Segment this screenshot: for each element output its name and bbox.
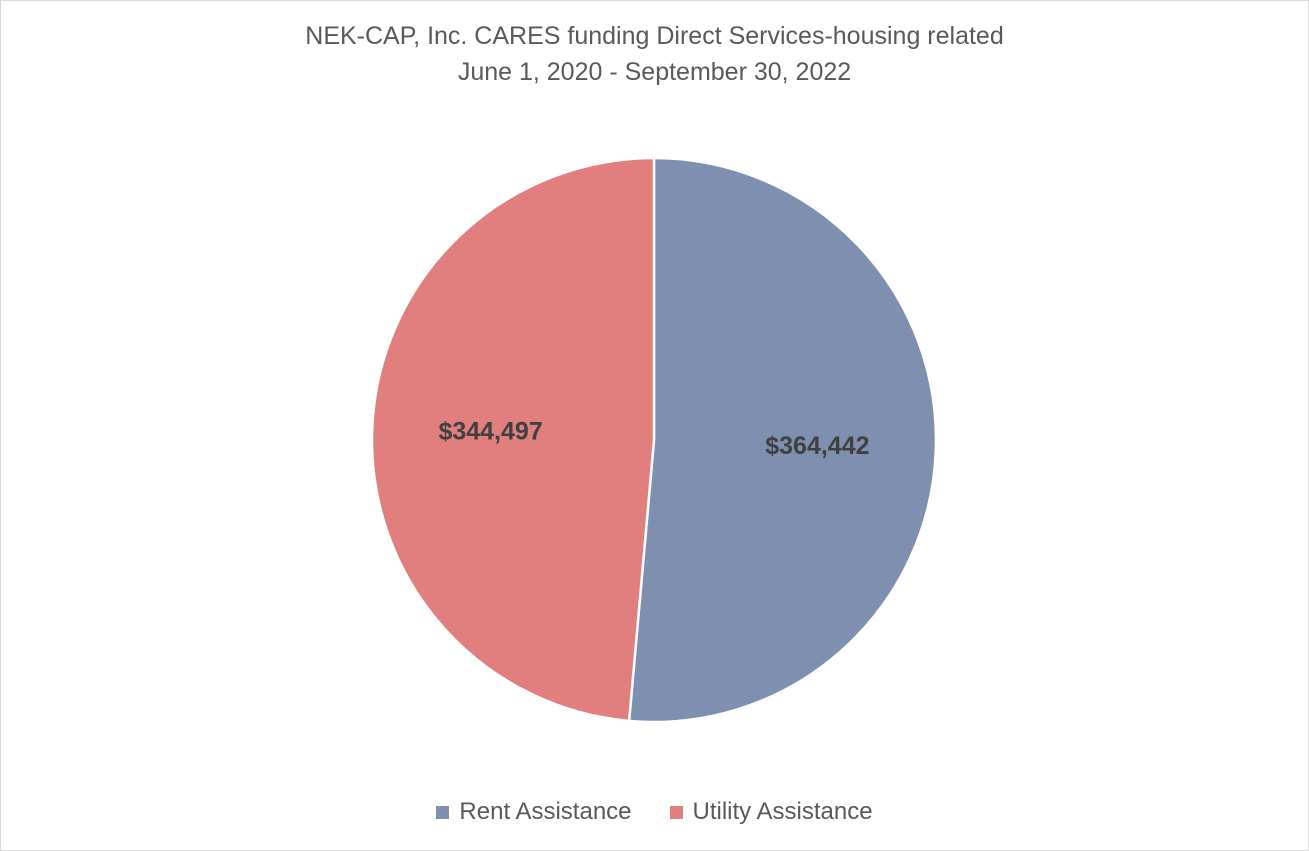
data-label-rent-assistance: $364,442	[765, 432, 869, 460]
pie-slice-rent-assistance	[627, 156, 938, 724]
legend-label-rent-assistance: Rent Assistance	[459, 798, 632, 825]
legend-item-utility-assistance: Utility Assistance	[669, 798, 873, 826]
legend-swatch-utility-assistance	[669, 805, 683, 819]
pie-slice-utility-assistance	[370, 156, 656, 723]
chart-title: NEK-CAP, Inc. CARES funding Direct Servi…	[305, 22, 1004, 50]
data-label-utility-assistance: $344,497	[438, 417, 542, 445]
legend-swatch-rent-assistance	[436, 805, 450, 819]
legend-label-utility-assistance: Utility Assistance	[692, 798, 873, 825]
chart-subtitle: June 1, 2020 - September 30, 2022	[457, 58, 852, 86]
chart-legend: Rent Assistance Utility Assistance	[0, 798, 1309, 826]
legend-item-rent-assistance: Rent Assistance	[436, 798, 632, 826]
